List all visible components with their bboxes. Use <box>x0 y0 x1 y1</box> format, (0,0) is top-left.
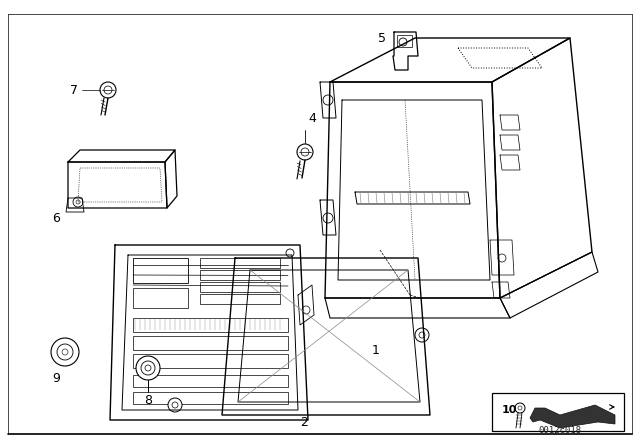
Bar <box>133 375 288 387</box>
Circle shape <box>286 249 294 257</box>
Bar <box>492 393 624 431</box>
Circle shape <box>141 361 155 375</box>
Bar <box>133 318 288 332</box>
Circle shape <box>515 403 525 413</box>
Text: 0012c018: 0012c018 <box>538 426 582 435</box>
Bar <box>133 336 288 350</box>
Circle shape <box>51 338 79 366</box>
Bar <box>200 294 280 304</box>
Circle shape <box>323 95 333 105</box>
Circle shape <box>518 406 522 410</box>
Bar <box>397 35 412 47</box>
Circle shape <box>302 306 310 314</box>
Bar <box>133 258 188 283</box>
Text: 8: 8 <box>144 393 152 406</box>
Bar <box>133 288 188 308</box>
Text: 9: 9 <box>52 371 60 384</box>
Circle shape <box>62 349 68 355</box>
Circle shape <box>297 144 313 160</box>
Circle shape <box>136 356 160 380</box>
Circle shape <box>301 148 309 156</box>
Bar <box>133 392 288 404</box>
Circle shape <box>415 328 429 342</box>
Circle shape <box>323 213 333 223</box>
Bar <box>133 354 288 368</box>
Circle shape <box>76 200 80 204</box>
Circle shape <box>168 398 182 412</box>
Circle shape <box>73 197 83 207</box>
Text: 5: 5 <box>378 31 386 44</box>
Polygon shape <box>530 405 615 428</box>
Text: 10: 10 <box>502 405 517 415</box>
Circle shape <box>399 38 407 46</box>
Text: 4: 4 <box>308 112 316 125</box>
Circle shape <box>419 332 425 338</box>
Text: 1: 1 <box>372 344 380 357</box>
Bar <box>200 258 280 268</box>
Bar <box>200 282 280 292</box>
Circle shape <box>145 365 151 371</box>
Circle shape <box>57 344 73 360</box>
Text: 6: 6 <box>52 211 60 224</box>
Circle shape <box>172 402 178 408</box>
Text: 2: 2 <box>300 415 308 428</box>
Text: 7: 7 <box>70 83 78 96</box>
Bar <box>200 270 280 280</box>
Circle shape <box>498 254 506 262</box>
Circle shape <box>100 82 116 98</box>
Circle shape <box>104 86 112 94</box>
